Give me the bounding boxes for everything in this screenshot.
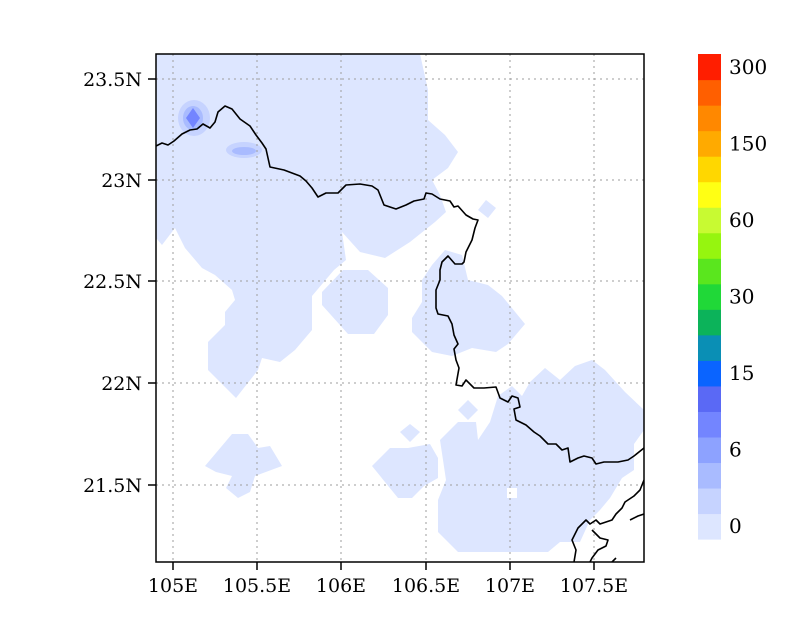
x-tick-label: 105.5E <box>223 575 291 597</box>
colorbar-swatch <box>698 232 721 259</box>
colorbar-swatch <box>698 130 721 157</box>
border-line-main <box>156 105 644 465</box>
coastline-south-east <box>571 479 644 562</box>
grid-lines <box>156 54 644 562</box>
colorbar-swatch <box>698 462 721 489</box>
colorbar-label: 300 <box>729 55 767 79</box>
shaded-region-small-dot-b <box>458 400 478 420</box>
plot-frame <box>155 53 645 563</box>
colorbar-swatch <box>698 436 721 464</box>
shaded-precip-regions <box>156 54 644 552</box>
colorbar-swatch <box>698 79 721 106</box>
colorbar-swatch <box>698 334 721 361</box>
colorbar-swatch <box>698 181 721 208</box>
boundary-lines <box>156 105 644 562</box>
x-tick-labels: 105E 105.5E 106E 106.5E 107E 107.5E <box>148 575 628 597</box>
x-tick-label: 106.5E <box>392 575 460 597</box>
colorbar-swatch <box>698 258 721 285</box>
colorbar-swatch <box>698 105 721 132</box>
colorbar-label: 6 <box>729 438 742 462</box>
precip-band-5-peak <box>186 108 200 128</box>
x-tick-label: 106E <box>316 575 366 597</box>
colorbar-swatch <box>698 385 721 412</box>
y-tick-labels: 23.5N 23N 22.5N 22N 21.5N <box>83 69 142 497</box>
colorbar-swatch <box>698 207 721 234</box>
colorbar-swatch <box>698 513 721 540</box>
colorbar-label: 60 <box>729 208 754 232</box>
precip-maxima <box>178 100 517 498</box>
shaded-region-south-central <box>372 444 438 498</box>
y-tick-label: 23N <box>101 170 142 192</box>
y-tick-label: 22N <box>101 373 142 395</box>
x-tick-label: 107E <box>485 575 535 597</box>
x-tick-label: 107.5E <box>560 575 628 597</box>
y-tick-label: 21.5N <box>83 475 142 497</box>
map-plot-area <box>156 54 644 562</box>
x-tick-label: 105E <box>148 575 198 597</box>
shaded-region-east-mid <box>412 250 525 356</box>
white-gap <box>507 488 517 498</box>
colorbar-swatch <box>698 283 721 310</box>
coastline-peninsula <box>589 529 609 562</box>
shaded-region-north-west <box>156 54 458 398</box>
y-tick-label: 23.5N <box>83 69 142 91</box>
shaded-region-central-blob <box>322 270 388 334</box>
shaded-region-south-east <box>438 360 644 552</box>
colorbar-swatch <box>698 54 721 81</box>
colorbar-label: 0 <box>729 514 742 538</box>
colorbar-swatch <box>698 309 721 336</box>
precip-band-3-blob-b <box>232 147 256 155</box>
colorbar-label: 15 <box>729 361 754 385</box>
colorbar-label: 30 <box>729 285 754 309</box>
shaded-region-border-east <box>478 200 496 218</box>
colorbar-swatch <box>698 487 721 515</box>
colorbar-swatch <box>698 411 721 438</box>
colorbar-swatch <box>698 156 721 183</box>
shaded-region-small-dot-a <box>400 424 420 442</box>
colorbar: 0 6 15 30 60 150 300 <box>698 54 767 540</box>
colorbar-label: 150 <box>729 131 767 155</box>
y-tick-label: 22.5N <box>83 271 142 293</box>
tick-marks <box>148 78 595 570</box>
coastline-island <box>629 513 644 521</box>
colorbar-swatch <box>698 360 721 387</box>
shaded-region-south-west-a <box>205 434 282 498</box>
